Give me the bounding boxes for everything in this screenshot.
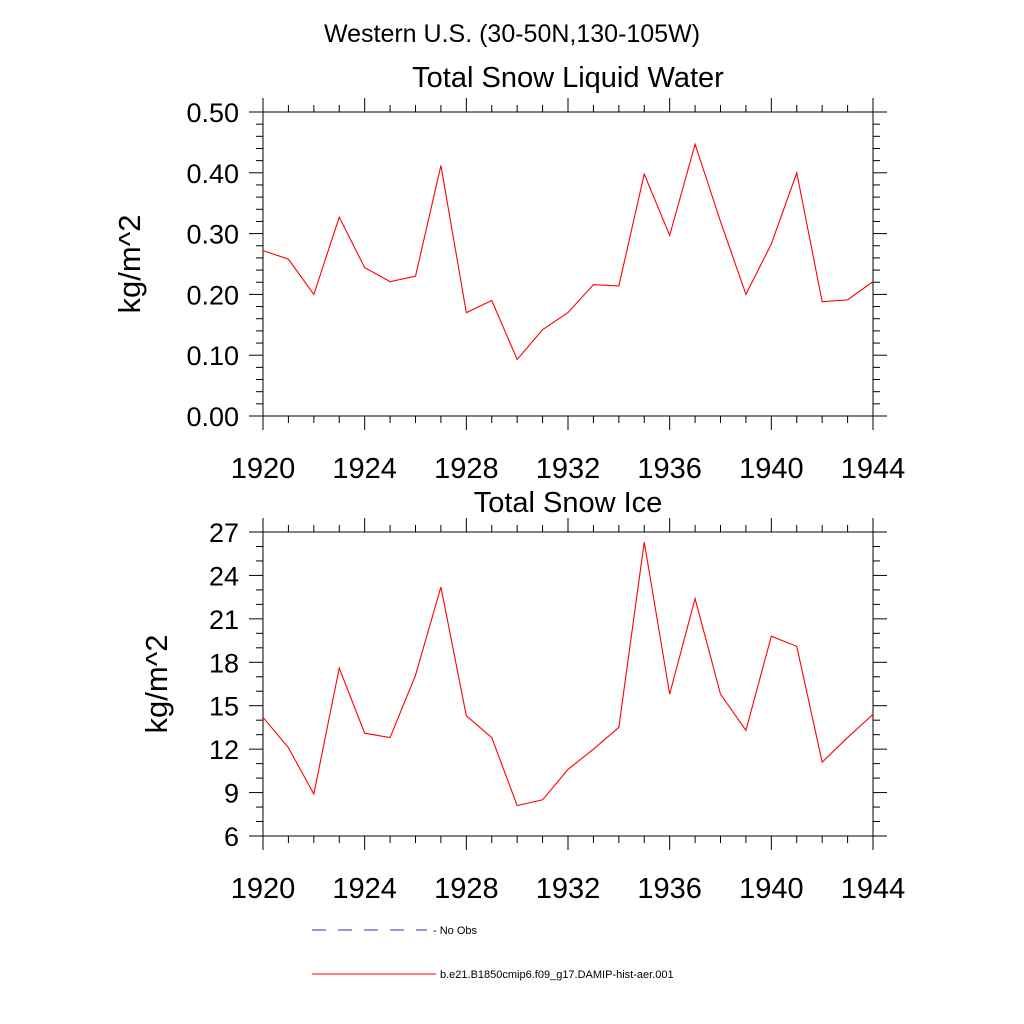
x-tick-label: 1944: [841, 453, 906, 485]
panel-snow-liquid-water: Total Snow Liquid Water kg/m^2 1920 1924 192…: [112, 62, 905, 485]
legend-model-label: b.e21.B1850cmip6.f09_g17.DAMIP-hist-aer.…: [440, 969, 674, 981]
x-tick-label: 1928: [434, 453, 499, 485]
y-tick-label: 24: [209, 561, 239, 591]
x-tick-label: 1924: [332, 453, 397, 485]
y-tick-label: 18: [209, 648, 239, 678]
legend-obs-label: - No Obs: [433, 925, 478, 937]
y-tick-label: 0.30: [186, 220, 239, 250]
x-tick-label: 1940: [739, 873, 804, 905]
x-tick-label: 1936: [637, 453, 702, 485]
y-tick-label: 27: [209, 518, 239, 548]
x-tick-label: 1932: [536, 873, 601, 905]
x-tick-label: 1932: [536, 453, 601, 485]
x-tick-label: 1928: [434, 873, 499, 905]
y-tick-label: 0.10: [186, 341, 239, 371]
y-tick-label: 15: [209, 692, 239, 722]
y-tick-label: 0.00: [186, 402, 239, 432]
chart-title: Total Snow Liquid Water: [412, 62, 724, 94]
chart-title: Total Snow Ice: [474, 487, 663, 519]
x-tick-label: 1940: [739, 453, 804, 485]
y-tick-label: 0.40: [186, 159, 239, 189]
y-tick-label: 21: [209, 605, 239, 635]
x-tick-label: 1920: [231, 453, 296, 485]
y-axis-label: kg/m^2: [112, 215, 147, 314]
legend: - No Obs b.e21.B1850cmip6.f09_g17.DAMIP-…: [312, 925, 674, 981]
y-tick-label: 6: [224, 822, 239, 852]
y-tick-label: 9: [224, 779, 239, 809]
y-tick-label: 0.50: [186, 98, 239, 128]
panel-snow-ice: Total Snow Ice kg/m^2 1920 1924 1928 1932 1936…: [139, 487, 905, 905]
x-tick-label: 1920: [231, 873, 296, 905]
figure-title: Western U.S. (30-50N,130-105W): [324, 20, 700, 48]
x-tick-label: 1924: [332, 873, 397, 905]
x-tick-label: 1936: [637, 873, 702, 905]
y-tick-label: 12: [209, 735, 239, 765]
y-axis-label: kg/m^2: [139, 635, 174, 734]
x-tick-label: 1944: [841, 873, 906, 905]
y-tick-label: 0.20: [186, 280, 239, 310]
